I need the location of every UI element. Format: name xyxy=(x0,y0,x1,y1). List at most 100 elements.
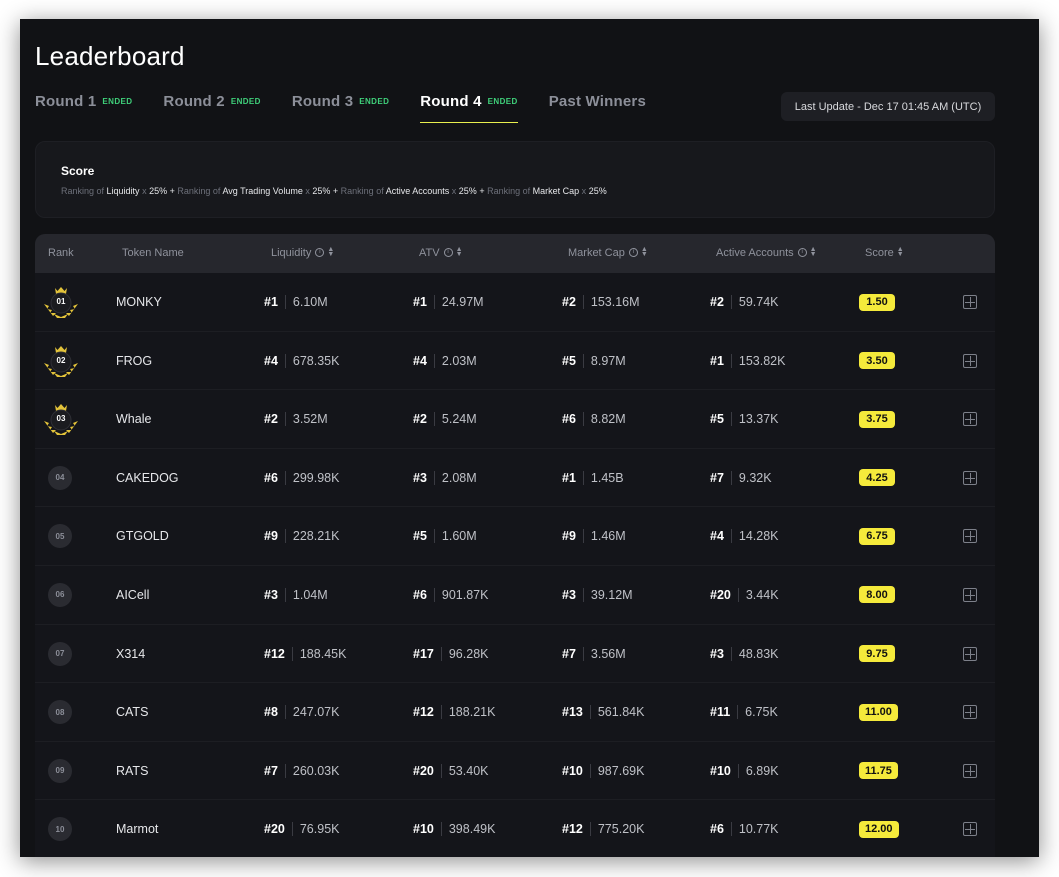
calculator-icon[interactable] xyxy=(963,353,977,368)
table-row[interactable]: 08 CATS #8 247.07K #12 188.21K #13 561.84K #11 6.… xyxy=(35,683,995,742)
token-name[interactable]: X314 xyxy=(116,646,146,661)
token-name[interactable]: Marmot xyxy=(116,822,159,837)
table-row[interactable]: 07 X314 #12 188.45K #17 96.28K #7 3.56M #3 48.83K… xyxy=(35,625,995,684)
liquidity-cell: #7 260.03K xyxy=(264,742,339,800)
divider xyxy=(284,705,286,720)
rank-badge: 05 xyxy=(48,524,72,549)
header-atv[interactable]: ATV i ▲ ▼ xyxy=(419,246,463,259)
metric-value: 153.16M xyxy=(590,295,640,309)
divider xyxy=(440,705,442,720)
calculator-icon[interactable] xyxy=(963,470,977,485)
divider xyxy=(440,763,442,778)
metric-value: 775.20K xyxy=(597,822,645,837)
formula-prefix: Ranking of xyxy=(487,186,533,196)
market-cap-cell: #3 39.12M xyxy=(562,566,633,624)
token-name[interactable]: CAKEDOG xyxy=(116,470,179,485)
table-body: 01 MONKY #1 6.10M #1 24.97M #2 153.16M #2 59.74K 1… xyxy=(35,273,995,857)
header-market-cap[interactable]: Market Cap i ▲ ▼ xyxy=(568,246,648,259)
tab-round-1[interactable]: Round 1 ENDED xyxy=(35,93,132,123)
calculator-icon[interactable] xyxy=(963,412,977,427)
rank-badge: 07 xyxy=(48,641,72,666)
calculator-icon[interactable] xyxy=(963,295,977,309)
calculator-icon[interactable] xyxy=(963,529,977,544)
table-row[interactable]: 09 RATS #7 260.03K #20 53.40K #10 987.69K #10 6.8… xyxy=(35,742,995,801)
metric-rank: #20 xyxy=(264,822,285,837)
table-row[interactable]: 01 MONKY #1 6.10M #1 24.97M #2 153.16M #2 59.74K 1… xyxy=(35,273,995,332)
metric-value: 5.24M xyxy=(441,412,477,427)
table-row[interactable]: 04 CAKEDOG #6 299.98K #3 2.08M #1 1.45B #7 9.32K 4… xyxy=(35,449,995,508)
metric-value: 987.69K xyxy=(597,763,645,778)
metric-value: 678.35K xyxy=(292,353,340,368)
divider xyxy=(433,587,435,602)
info-icon[interactable]: i xyxy=(628,247,638,257)
metric-value: 3.56M xyxy=(590,646,626,661)
calculator-icon[interactable] xyxy=(963,587,977,602)
score-pill: 1.50 xyxy=(859,293,895,311)
rank-badge: 06 xyxy=(48,582,72,607)
metric-value: 1.04M xyxy=(292,587,328,602)
liquidity-cell: #2 3.52M xyxy=(264,390,328,448)
calculator-icon[interactable] xyxy=(963,763,977,778)
divider xyxy=(582,470,584,485)
metric-rank: #10 xyxy=(562,763,583,778)
divider xyxy=(433,470,435,485)
table-row[interactable]: 03 Whale #2 3.52M #2 5.24M #6 8.82M #5 13.37K 3.75 xyxy=(35,390,995,449)
token-name[interactable]: MONKY xyxy=(116,295,162,309)
formula-plus: + xyxy=(479,186,485,196)
metric-value: 3.44K xyxy=(745,587,779,602)
info-icon[interactable]: i xyxy=(797,247,807,257)
rank-cell: 10 xyxy=(48,800,72,857)
sort-icon[interactable]: ▲ ▼ xyxy=(640,246,648,259)
divider xyxy=(582,587,584,602)
active-accounts-cell: #10 6.89K xyxy=(710,742,779,800)
table-row[interactable]: 02 FROG #4 678.35K #4 2.03M #5 8.97M #1 153.82K 3.… xyxy=(35,332,995,391)
table-row[interactable]: 06 AICell #3 1.04M #6 901.87K #3 39.12M #20 3.44K… xyxy=(35,566,995,625)
token-name[interactable]: AICell xyxy=(116,587,150,602)
active-accounts-cell: #7 9.32K xyxy=(710,449,772,507)
metric-rank: #10 xyxy=(710,763,731,778)
rank-number: 03 xyxy=(56,414,66,424)
sort-icon[interactable]: ▲ ▼ xyxy=(896,246,904,259)
divider xyxy=(291,822,293,837)
tab-past-winners[interactable]: Past Winners xyxy=(549,93,646,123)
divider xyxy=(730,295,732,309)
header-liquidity[interactable]: Liquidity i ▲ ▼ xyxy=(271,246,335,259)
token-name[interactable]: RATS xyxy=(116,763,149,778)
details-cell xyxy=(963,390,977,448)
formula-plus: + xyxy=(332,186,339,196)
tab-round-4[interactable]: Round 4 ENDED xyxy=(420,93,519,123)
divider xyxy=(433,412,435,427)
token-name[interactable]: Whale xyxy=(116,412,152,427)
info-icon[interactable]: i xyxy=(443,247,453,257)
divider xyxy=(284,412,286,427)
calculator-icon[interactable] xyxy=(963,705,977,720)
token-name[interactable]: GTGOLD xyxy=(116,529,169,544)
metric-value: 8.97M xyxy=(590,353,626,368)
active-accounts-cell: #4 14.28K xyxy=(710,507,779,565)
token-name[interactable]: CATS xyxy=(116,705,149,720)
table-row[interactable]: 10 Marmot #20 76.95K #10 398.49K #12 775.20K #6 1… xyxy=(35,800,995,857)
tab-round-3[interactable]: Round 3 ENDED xyxy=(292,93,389,123)
header-score[interactable]: Score ▲ ▼ xyxy=(865,246,904,259)
divider xyxy=(737,587,739,602)
metric-rank: #6 xyxy=(562,412,576,427)
divider xyxy=(582,295,584,309)
metric-rank: #3 xyxy=(562,587,576,602)
sort-icon[interactable]: ▲ ▼ xyxy=(327,246,335,259)
rank-cell: 07 xyxy=(48,625,72,683)
atv-cell: #6 901.87K xyxy=(413,566,488,624)
calculator-icon[interactable] xyxy=(963,646,977,661)
sort-icon[interactable]: ▲ ▼ xyxy=(809,246,817,259)
divider xyxy=(291,646,293,661)
token-name[interactable]: FROG xyxy=(116,353,153,368)
score-formula: Ranking of Liquidity x 25% + Ranking of … xyxy=(61,186,607,196)
metric-rank: #6 xyxy=(710,822,724,837)
tab-round-2[interactable]: Round 2 ENDED xyxy=(163,93,260,123)
metric-value: 9.32K xyxy=(738,470,772,485)
calculator-icon[interactable] xyxy=(963,822,977,837)
sort-icon[interactable]: ▲ ▼ xyxy=(455,246,463,259)
header-active-accounts[interactable]: Active Accounts i ▲ ▼ xyxy=(716,246,817,259)
info-icon[interactable]: i xyxy=(315,247,325,257)
table-row[interactable]: 05 GTGOLD #9 228.21K #5 1.60M #9 1.46M #4 14.28K 6… xyxy=(35,507,995,566)
metric-rank: #4 xyxy=(264,353,278,368)
